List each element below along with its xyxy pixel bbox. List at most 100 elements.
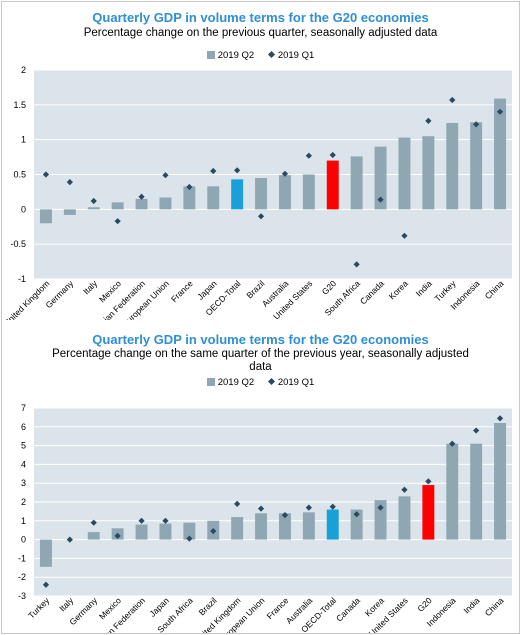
y-tick-label: -1 <box>18 553 26 563</box>
bar-european-union <box>255 513 268 540</box>
bar-turkey <box>446 122 459 210</box>
legend-bar-label: 2019 Q2 <box>217 50 255 61</box>
bar-china <box>494 98 507 210</box>
y-tick-label: 1.5 <box>13 100 26 110</box>
bar-australia <box>278 175 291 210</box>
category-label: India <box>414 278 434 298</box>
category-label: Turkey <box>26 595 52 621</box>
y-tick-label: 1 <box>21 516 26 526</box>
legend-marker-label: 2019 Q1 <box>277 377 315 388</box>
bar-germany <box>87 532 100 540</box>
legend-item-marker: 2019 Q1 <box>267 50 315 61</box>
marker-south-africa <box>353 261 360 268</box>
category-label: Canada <box>358 278 386 306</box>
bar-japan <box>159 523 172 540</box>
y-tick-label: -3 <box>18 591 26 601</box>
bar-australia <box>302 512 315 540</box>
bar-korea <box>374 500 387 540</box>
y-tick-label: 2 <box>21 65 26 75</box>
bar-brazil <box>255 177 268 210</box>
bar-united-states <box>398 496 411 540</box>
bar-india <box>470 443 483 540</box>
bar-indonesia <box>470 122 483 210</box>
bar-india <box>422 136 435 210</box>
bar-korea <box>398 137 411 210</box>
legend-bar-label: 2019 Q2 <box>217 377 255 388</box>
bar-oecd-total <box>326 509 339 540</box>
bar-france <box>183 186 196 210</box>
legend-marker-label: 2019 Q1 <box>277 50 315 61</box>
legend-bar-swatch <box>206 51 215 59</box>
bar-canada <box>374 146 387 210</box>
marker-japan <box>210 167 217 175</box>
bar-italy <box>87 207 100 210</box>
chart-legend: 2019 Q2 2019 Q1 <box>2 377 519 388</box>
marker-germany <box>66 179 73 186</box>
chart-title: Quarterly GDP in volume terms for the G2… <box>92 10 429 25</box>
bar-indonesia <box>446 443 459 540</box>
marker-g20 <box>425 478 432 485</box>
legend-bar-swatch <box>206 378 215 386</box>
chart-previous-quarter: Quarterly GDP in volume terms for the G2… <box>2 2 519 320</box>
bar-mexico <box>111 202 124 210</box>
y-tick-label: -0.5 <box>10 239 26 249</box>
bar-g20 <box>422 485 435 540</box>
legend-item-bar: 2019 Q2 <box>206 50 255 61</box>
bar-canada <box>350 509 363 540</box>
bar-south-africa <box>350 156 363 210</box>
y-tick-label: 1 <box>21 135 26 145</box>
category-label: China <box>483 595 506 618</box>
y-tick-label: -2 <box>18 572 26 582</box>
legend-item-marker: 2019 Q1 <box>267 377 315 388</box>
category-label: G20 <box>320 278 339 297</box>
category-label: United Kingdom <box>2 278 51 320</box>
y-tick-label: 0 <box>21 204 26 214</box>
y-tick-label: 4 <box>21 459 26 469</box>
bar-china <box>494 423 507 540</box>
marker-mexico <box>114 218 121 225</box>
y-tick-label: -1 <box>18 274 26 284</box>
bar-european-union <box>159 197 172 210</box>
y-tick-label: 3 <box>21 478 26 488</box>
marker-mexico <box>114 532 121 539</box>
category-label: China <box>483 278 506 301</box>
category-label: Italy <box>57 595 76 614</box>
bar-g20 <box>326 160 339 210</box>
bar-united-kingdom <box>231 517 244 540</box>
chart-legend: 2019 Q2 2019 Q1 <box>2 50 519 61</box>
category-label: India <box>461 595 481 615</box>
bar-germany <box>63 209 76 215</box>
bar-oecd-total <box>231 179 244 210</box>
chart-year-on-year: Quarterly GDP in volume terms for the G2… <box>2 320 519 633</box>
y-tick-label: 0.5 <box>13 170 26 180</box>
y-tick-label: 6 <box>21 422 26 432</box>
bar-south-africa <box>183 522 196 540</box>
chart-subtitle: Percentage change on the previous quarte… <box>83 27 438 39</box>
y-tick-label: 5 <box>21 441 26 451</box>
chart-title: Quarterly GDP in volume terms for the G2… <box>92 332 429 347</box>
y-tick-label: 7 <box>21 403 26 413</box>
bar-japan <box>207 186 220 210</box>
category-label: Italy <box>81 278 100 297</box>
bar-turkey <box>39 539 52 567</box>
bar-france <box>278 513 291 540</box>
chart-subtitle: Percentage change on the same quarter of… <box>52 348 469 373</box>
marker-italy <box>90 197 97 205</box>
marker-russian-federation <box>138 193 145 200</box>
bar-united-states <box>302 174 315 210</box>
bar-russian-federation <box>135 524 148 540</box>
bar-united-kingdom <box>39 209 52 224</box>
y-tick-label: 2 <box>21 497 26 507</box>
category-label: G20 <box>415 595 434 614</box>
marker-united-kingdom <box>42 171 50 178</box>
bar-russian-federation <box>135 198 148 210</box>
category-label: France <box>169 278 195 304</box>
legend-item-bar: 2019 Q2 <box>206 377 255 388</box>
category-label: Canada <box>334 595 362 623</box>
y-tick-label: 0 <box>21 535 26 545</box>
category-label: Korea <box>387 278 410 301</box>
marker-european-union <box>162 172 169 179</box>
